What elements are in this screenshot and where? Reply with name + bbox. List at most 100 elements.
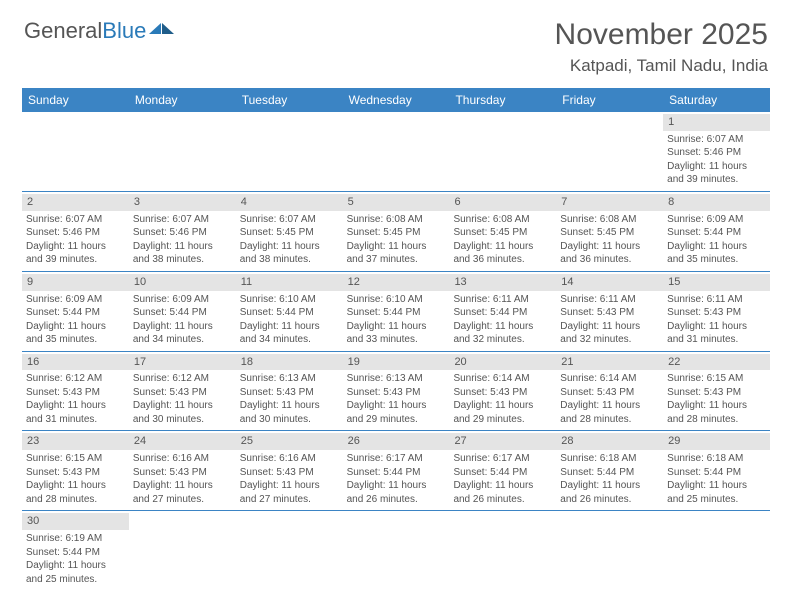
day-cell: 14 Sunrise: 6:11 AMSunset: 5:43 PMDayligh… — [556, 272, 663, 351]
day-line: Sunrise: 6:11 AM — [560, 293, 659, 307]
day-line: and 25 minutes. — [667, 493, 766, 507]
day-line: and 27 minutes. — [240, 493, 339, 507]
day-line: and 28 minutes. — [26, 493, 125, 507]
day-line: Sunset: 5:46 PM — [26, 226, 125, 240]
day-content: Sunrise: 6:11 AMSunset: 5:43 PMDaylight:… — [560, 293, 659, 347]
day-cell — [129, 511, 236, 590]
day-line: Sunset: 5:44 PM — [453, 306, 552, 320]
day-line: and 36 minutes. — [560, 253, 659, 267]
day-content: Sunrise: 6:15 AMSunset: 5:43 PMDaylight:… — [667, 372, 766, 426]
day-content: Sunrise: 6:10 AMSunset: 5:44 PMDaylight:… — [240, 293, 339, 347]
day-content: Sunrise: 6:14 AMSunset: 5:43 PMDaylight:… — [453, 372, 552, 426]
day-cell — [556, 511, 663, 590]
day-line: Sunrise: 6:07 AM — [667, 133, 766, 147]
day-line: Daylight: 11 hours — [453, 479, 552, 493]
day-cell: 13 Sunrise: 6:11 AMSunset: 5:44 PMDayligh… — [449, 272, 556, 351]
day-cell — [343, 511, 450, 590]
day-content: Sunrise: 6:08 AMSunset: 5:45 PMDaylight:… — [453, 213, 552, 267]
day-line: and 32 minutes. — [560, 333, 659, 347]
title-block: November 2025 Katpadi, Tamil Nadu, India — [555, 18, 768, 76]
day-line: Sunset: 5:44 PM — [26, 306, 125, 320]
day-number: 7 — [556, 194, 663, 211]
weeks-container: 1Sunrise: 6:07 AMSunset: 5:46 PMDaylight… — [22, 112, 770, 590]
day-content: Sunrise: 6:07 AMSunset: 5:45 PMDaylight:… — [240, 213, 339, 267]
day-number: 27 — [449, 433, 556, 450]
day-line: Daylight: 11 hours — [347, 320, 446, 334]
day-line: Sunset: 5:43 PM — [240, 386, 339, 400]
day-cell — [236, 511, 343, 590]
day-line: Daylight: 11 hours — [667, 240, 766, 254]
day-line: and 39 minutes. — [667, 173, 766, 187]
day-line: Sunrise: 6:12 AM — [26, 372, 125, 386]
day-cell: 27Sunrise: 6:17 AMSunset: 5:44 PMDayligh… — [449, 431, 556, 510]
day-line: Daylight: 11 hours — [453, 399, 552, 413]
day-line: and 26 minutes. — [560, 493, 659, 507]
day-line: Sunset: 5:43 PM — [133, 466, 232, 480]
day-content: Sunrise: 6:11 AMSunset: 5:44 PMDaylight:… — [453, 293, 552, 347]
day-line: Daylight: 11 hours — [453, 320, 552, 334]
day-line: and 35 minutes. — [667, 253, 766, 267]
day-cell: 7 Sunrise: 6:08 AMSunset: 5:45 PMDaylight… — [556, 192, 663, 271]
weekday-label: Tuesday — [236, 88, 343, 112]
day-number: 17 — [129, 354, 236, 371]
day-number: 9 — [22, 274, 129, 291]
day-cell: 25Sunrise: 6:16 AMSunset: 5:43 PMDayligh… — [236, 431, 343, 510]
day-line: Sunset: 5:44 PM — [133, 306, 232, 320]
day-number: 12 — [343, 274, 450, 291]
day-cell — [236, 112, 343, 191]
day-number: 6 — [449, 194, 556, 211]
weekday-header: SundayMondayTuesdayWednesdayThursdayFrid… — [22, 88, 770, 112]
week-row: 1Sunrise: 6:07 AMSunset: 5:46 PMDaylight… — [22, 112, 770, 192]
day-number: 26 — [343, 433, 450, 450]
day-line: Sunrise: 6:16 AM — [240, 452, 339, 466]
day-number: 30 — [22, 513, 129, 530]
day-line: Sunset: 5:43 PM — [667, 306, 766, 320]
day-line: Sunrise: 6:18 AM — [560, 452, 659, 466]
day-line: Daylight: 11 hours — [560, 320, 659, 334]
week-row: 2Sunrise: 6:07 AMSunset: 5:46 PMDaylight… — [22, 192, 770, 272]
day-line: Daylight: 11 hours — [667, 160, 766, 174]
day-line: Sunrise: 6:17 AM — [453, 452, 552, 466]
day-line: Daylight: 11 hours — [560, 240, 659, 254]
day-cell: 4Sunrise: 6:07 AMSunset: 5:45 PMDaylight… — [236, 192, 343, 271]
day-line: Sunset: 5:45 PM — [347, 226, 446, 240]
day-content: Sunrise: 6:18 AMSunset: 5:44 PMDaylight:… — [667, 452, 766, 506]
week-row: 30 Sunrise: 6:19 AMSunset: 5:44 PMDayligh… — [22, 511, 770, 590]
day-cell — [556, 112, 663, 191]
day-line: Daylight: 11 hours — [347, 240, 446, 254]
day-content: Sunrise: 6:18 AMSunset: 5:44 PMDaylight:… — [560, 452, 659, 506]
day-number: 14 — [556, 274, 663, 291]
day-content: Sunrise: 6:19 AMSunset: 5:44 PMDaylight:… — [26, 532, 125, 586]
day-line: Daylight: 11 hours — [240, 479, 339, 493]
day-line: Sunset: 5:46 PM — [133, 226, 232, 240]
day-cell: 23Sunrise: 6:15 AMSunset: 5:43 PMDayligh… — [22, 431, 129, 510]
day-cell: 18Sunrise: 6:13 AMSunset: 5:43 PMDayligh… — [236, 352, 343, 431]
day-number: 13 — [449, 274, 556, 291]
day-number: 8 — [663, 194, 770, 211]
day-content: Sunrise: 6:08 AMSunset: 5:45 PMDaylight:… — [560, 213, 659, 267]
day-line: Sunrise: 6:14 AM — [453, 372, 552, 386]
day-number: 19 — [343, 354, 450, 371]
day-line: Sunset: 5:43 PM — [560, 306, 659, 320]
day-line: Sunset: 5:45 PM — [240, 226, 339, 240]
day-content: Sunrise: 6:07 AMSunset: 5:46 PMDaylight:… — [667, 133, 766, 187]
day-line: Daylight: 11 hours — [240, 399, 339, 413]
day-cell — [449, 112, 556, 191]
day-line: Daylight: 11 hours — [347, 399, 446, 413]
day-line: Sunrise: 6:08 AM — [560, 213, 659, 227]
day-cell — [129, 112, 236, 191]
day-cell: 8Sunrise: 6:09 AMSunset: 5:44 PMDaylight… — [663, 192, 770, 271]
day-cell — [22, 112, 129, 191]
day-cell — [663, 511, 770, 590]
day-line: Sunrise: 6:09 AM — [667, 213, 766, 227]
day-cell: 19Sunrise: 6:13 AMSunset: 5:43 PMDayligh… — [343, 352, 450, 431]
day-line: Sunset: 5:45 PM — [560, 226, 659, 240]
day-line: Daylight: 11 hours — [26, 320, 125, 334]
day-content: Sunrise: 6:07 AMSunset: 5:46 PMDaylight:… — [133, 213, 232, 267]
day-line: and 29 minutes. — [453, 413, 552, 427]
day-content: Sunrise: 6:08 AMSunset: 5:45 PMDaylight:… — [347, 213, 446, 267]
day-line: Daylight: 11 hours — [453, 240, 552, 254]
day-line: Sunrise: 6:10 AM — [347, 293, 446, 307]
day-line: Daylight: 11 hours — [133, 479, 232, 493]
weekday-label: Saturday — [663, 88, 770, 112]
